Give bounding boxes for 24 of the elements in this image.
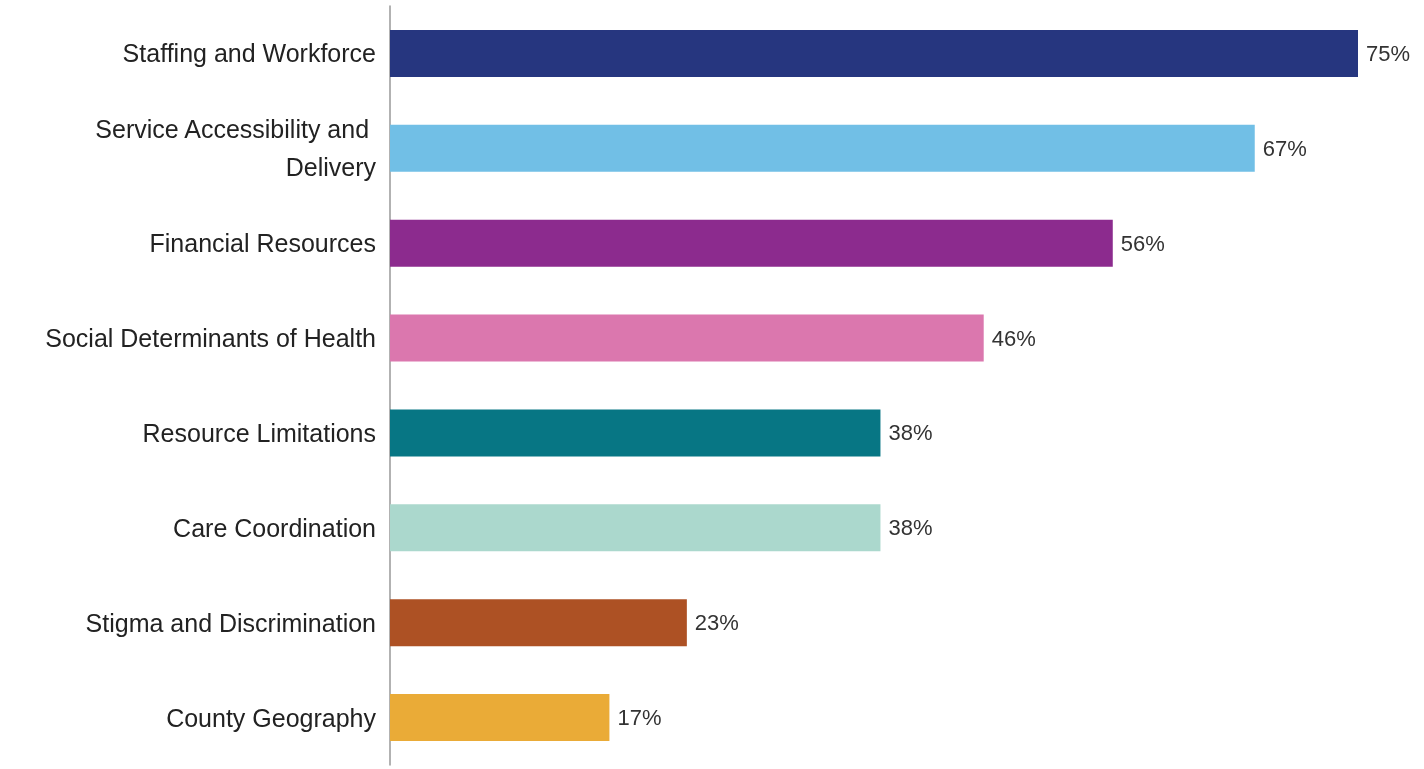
data-label: 23% [694, 610, 739, 636]
bar [390, 314, 984, 362]
bar [390, 409, 881, 457]
data-label: 38% [888, 420, 933, 446]
data-label: 75% [1366, 40, 1411, 66]
bar [390, 219, 1113, 267]
data-label: 67% [1262, 135, 1307, 161]
y-tick-label: Social Determinants of Health [45, 324, 376, 353]
bar [390, 599, 687, 647]
data-label: 46% [991, 325, 1036, 351]
data-label: 56% [1120, 230, 1165, 256]
bar [390, 694, 610, 742]
y-tick-label: Care Coordination [173, 513, 376, 542]
data-label: 17% [617, 705, 662, 731]
y-tick-label: County Geography [166, 703, 377, 732]
y-tick-label: Resource Limitations [142, 418, 376, 447]
y-tick-label: Staffing and Workforce [122, 39, 376, 68]
y-tick-label: Service Accessibility and Delivery [95, 115, 377, 182]
bar [390, 124, 1255, 172]
y-tick-label: Financial Resources [149, 229, 376, 258]
data-label: 38% [888, 515, 933, 541]
bar [390, 29, 1358, 77]
y-tick-label: Stigma and Discrimination [85, 608, 376, 637]
bar [390, 504, 881, 552]
